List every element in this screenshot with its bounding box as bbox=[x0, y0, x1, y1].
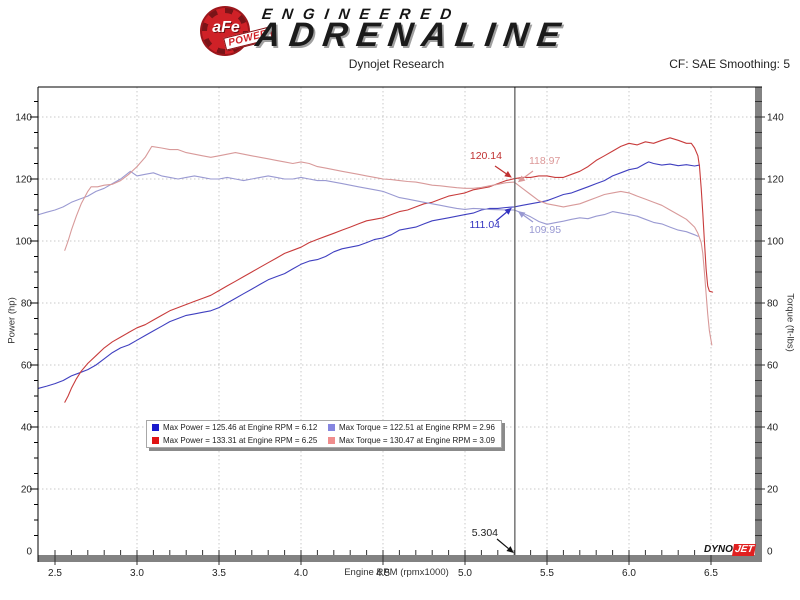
annotation-arrow-line bbox=[523, 214, 534, 223]
x-tick-label: 2.5 bbox=[48, 568, 62, 579]
x-tick-label: 5.0 bbox=[458, 568, 472, 579]
afe-adrenaline-logo: aFe POWER ENGINEERED ADRENALINE bbox=[198, 2, 593, 56]
curve-power-run2 bbox=[64, 137, 714, 403]
x-tick-label: 3.5 bbox=[212, 568, 226, 579]
correction-factor-label: CF: SAE Smoothing: 5 bbox=[669, 57, 790, 71]
legend-swatch-power-run1 bbox=[152, 424, 159, 431]
cursor-readout-torque-run2: 118.97 bbox=[529, 155, 561, 167]
chart-title: Dynojet Research bbox=[348, 57, 445, 71]
legend-item-max-torque-run2: Max Torque = 130.47 at Engine RPM = 3.09 bbox=[323, 436, 501, 445]
y-left-tick-label: 0 bbox=[26, 547, 32, 558]
curve-torque-run2 bbox=[64, 145, 713, 346]
legend-label: Max Torque = 130.47 at Engine RPM = 3.09 bbox=[339, 436, 495, 445]
legend-item-max-power-run1: Max Power = 125.46 at Engine RPM = 6.12 bbox=[147, 423, 323, 432]
annotation-arrowhead bbox=[504, 207, 512, 215]
annotation-arrowhead bbox=[506, 546, 514, 553]
curve-power-run1 bbox=[38, 161, 701, 389]
annotation-arrowhead bbox=[517, 175, 526, 183]
cursor-readout-torque-run1: 109.95 bbox=[529, 224, 562, 236]
y-left-tick-label: 100 bbox=[15, 237, 32, 248]
y-left-tick-label: 80 bbox=[21, 299, 33, 310]
legend-swatch-torque-run2 bbox=[328, 437, 335, 444]
y-left-tick-label: 20 bbox=[21, 485, 33, 496]
dynojet-logo-dyno-text: DYNO bbox=[702, 544, 733, 555]
y-left-tick-label: 40 bbox=[21, 423, 33, 434]
annotation-arrow-line bbox=[495, 211, 507, 222]
legend-box: Max Power = 125.46 at Engine RPM = 6.12 … bbox=[146, 420, 502, 448]
afe-logo-text: aFe bbox=[212, 19, 240, 36]
y-left-tick-label: 140 bbox=[15, 113, 32, 124]
curve-torque-run1 bbox=[38, 170, 699, 237]
y-right-tick-label: 100 bbox=[767, 237, 784, 248]
x-tick-label: 3.0 bbox=[130, 568, 144, 579]
x-axis-title: Engine RPM (rpmx1000) bbox=[344, 567, 449, 578]
y-right-tick-label: 20 bbox=[767, 485, 779, 496]
legend-item-max-power-run2: Max Power = 133.31 at Engine RPM = 6.25 bbox=[147, 436, 323, 445]
cursor-readout-power-run1: 111.04 bbox=[469, 219, 500, 231]
cursor-rpm-label: 5.304 bbox=[471, 527, 498, 539]
y-right-tick-label: 60 bbox=[767, 361, 779, 372]
legend-swatch-torque-run1 bbox=[328, 424, 335, 431]
y-right-tick-label: 80 bbox=[767, 299, 779, 310]
x-tick-label: 4.5 bbox=[376, 568, 390, 579]
dynojet-logo: DYNOJET bbox=[702, 544, 757, 556]
annotation-arrowhead bbox=[517, 211, 526, 218]
cursor-readout-power-run2: 120.14 bbox=[469, 150, 502, 162]
dynojet-logo-jet-text: JET bbox=[731, 544, 757, 556]
x-tick-label: 4.0 bbox=[294, 568, 308, 579]
x-tick-label: 6.0 bbox=[622, 568, 636, 579]
legend-item-max-torque-run1: Max Torque = 122.51 at Engine RPM = 2.96 bbox=[323, 423, 501, 432]
right-axis-bar bbox=[755, 87, 762, 562]
annotation-arrow-line bbox=[494, 165, 507, 175]
bottom-axis-bar bbox=[38, 555, 762, 562]
y-left-tick-label: 60 bbox=[21, 361, 33, 372]
y-right-tick-label: 120 bbox=[767, 175, 784, 186]
annotation-arrow-line bbox=[496, 538, 509, 549]
y-right-tick-label: 0 bbox=[767, 547, 773, 558]
y-left-tick-label: 120 bbox=[15, 175, 32, 186]
annotation-arrowhead bbox=[504, 170, 512, 178]
x-tick-label: 5.5 bbox=[540, 568, 554, 579]
legend-swatch-power-run2 bbox=[152, 437, 159, 444]
y-right-tick-label: 40 bbox=[767, 423, 779, 434]
legend-label: Max Power = 133.31 at Engine RPM = 6.25 bbox=[163, 436, 318, 445]
x-tick-label: 6.5 bbox=[704, 568, 718, 579]
y-right-tick-label: 140 bbox=[767, 113, 784, 124]
annotation-arrow-line bbox=[523, 170, 534, 179]
legend-label: Max Power = 125.46 at Engine RPM = 6.12 bbox=[163, 423, 318, 432]
legend-label: Max Torque = 122.51 at Engine RPM = 2.96 bbox=[339, 423, 495, 432]
